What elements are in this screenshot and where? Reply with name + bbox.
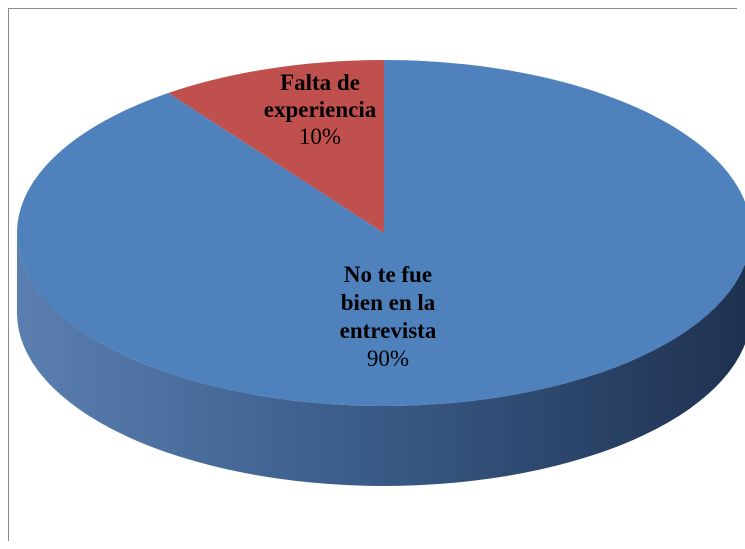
pie-slice-entrevista [17,60,745,406]
slice-label-line: entrevista [340,318,437,343]
pie-sides [17,233,745,486]
pie-side-entrevista [17,233,745,486]
slice-label-line: experiencia [264,97,377,122]
slice-label-line: Falta de [280,70,360,95]
slice-label-experiencia: Falta de experiencia 10% [264,70,377,149]
slice-value-label: 10% [299,124,341,149]
slice-value-label: 90% [367,346,409,371]
pie-tops [17,60,745,406]
slice-label-line: bien en la [341,290,436,315]
pie-labels: No te fue bien en la entrevista 90% Falta de… [264,70,437,371]
slice-label-line: No te fue [344,262,432,287]
pie-slice-experiencia [168,60,384,233]
slice-label-entrevista: No te fue bien en la entrevista 90% [340,262,437,371]
